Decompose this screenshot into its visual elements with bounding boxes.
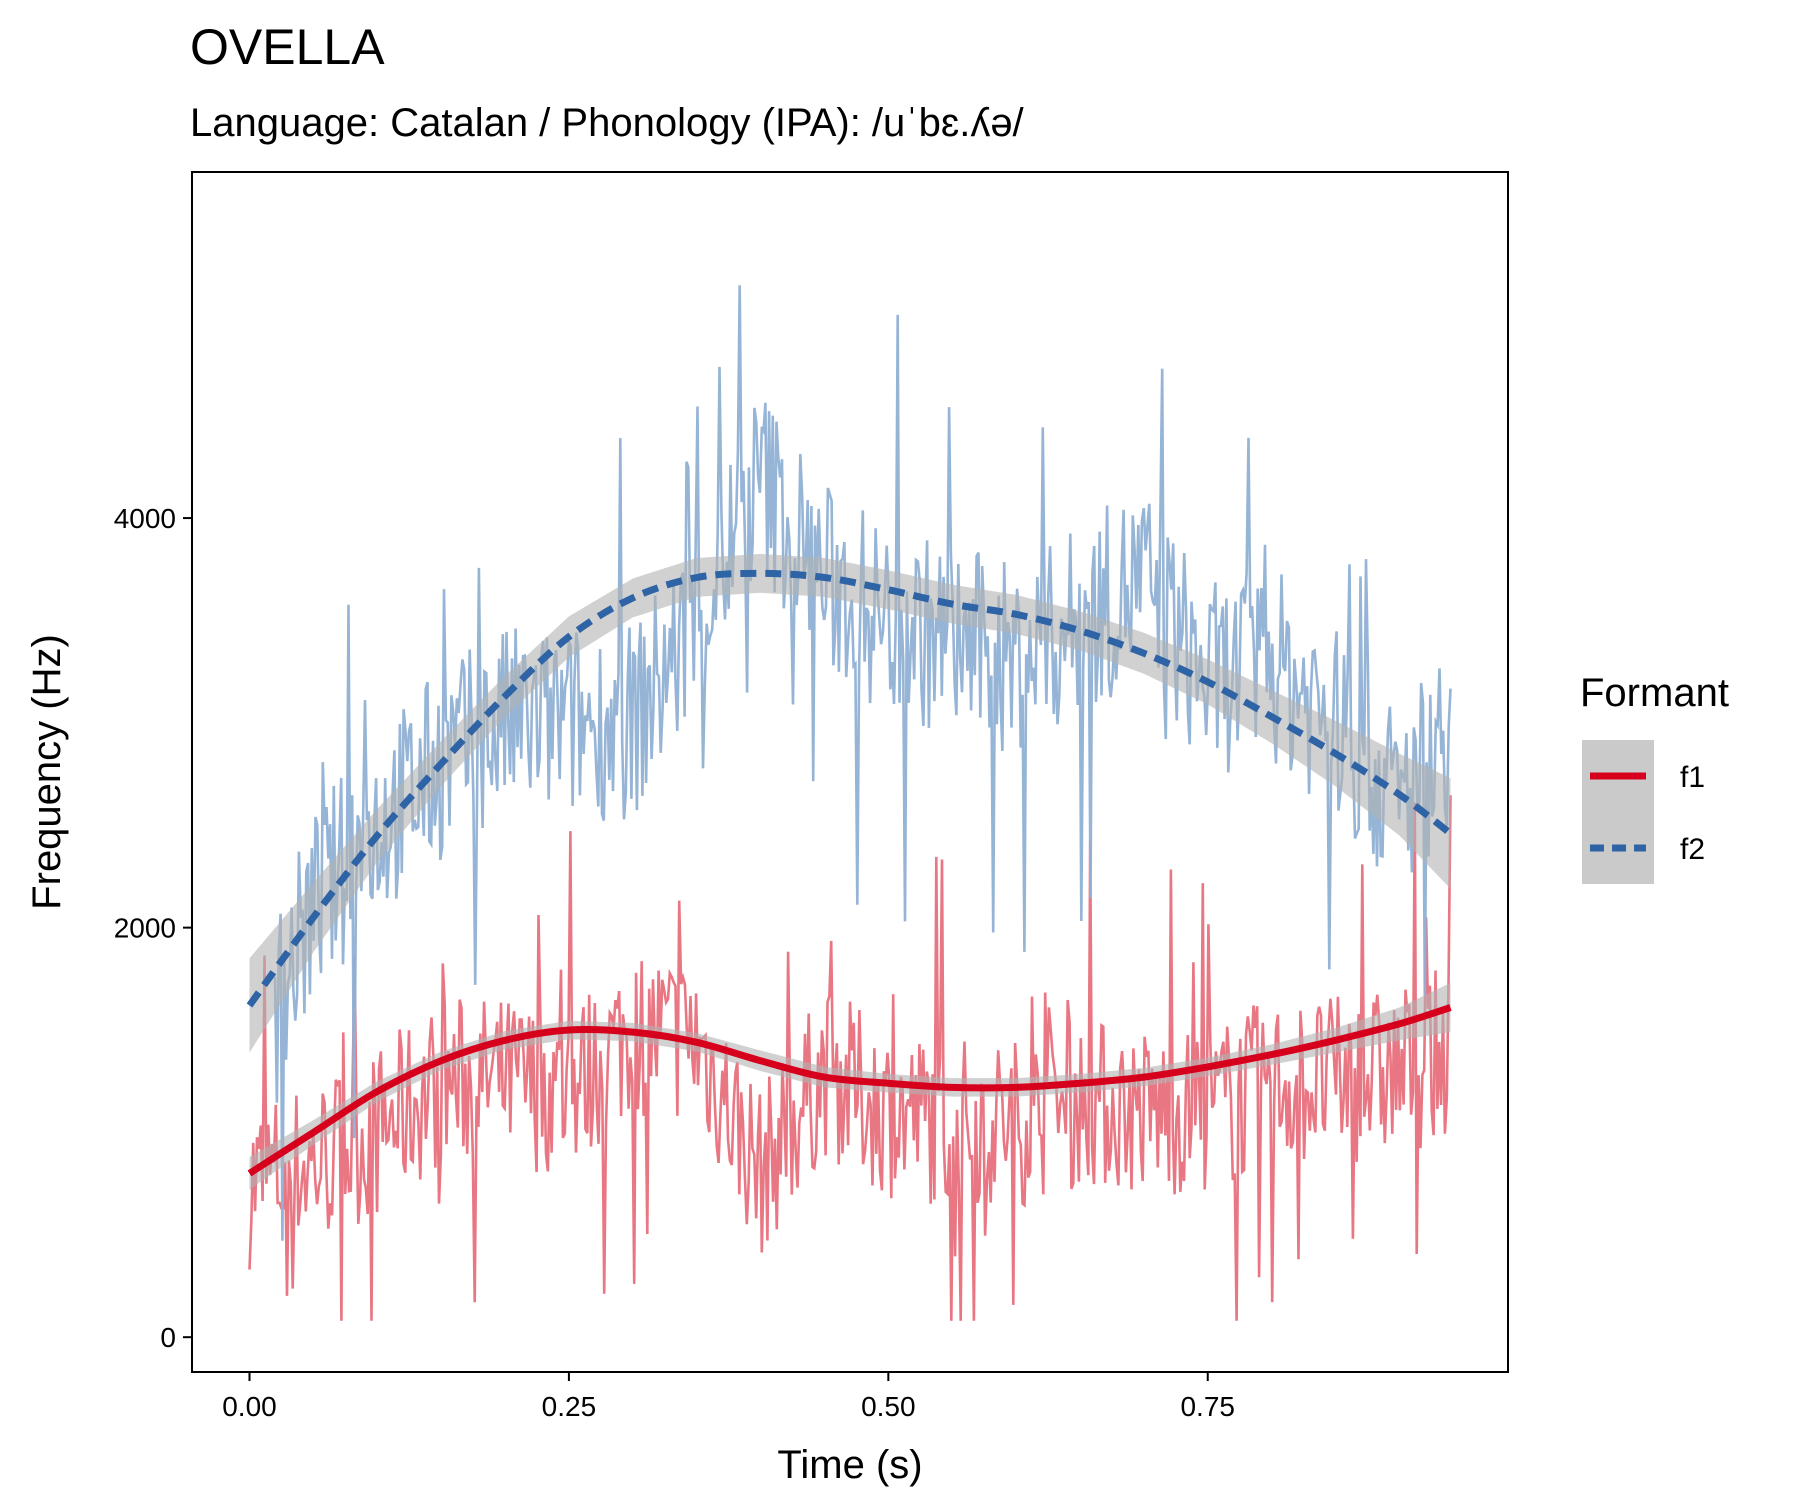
x-tick-label: 0.25 <box>542 1391 597 1422</box>
raw-track-f1 <box>248 795 1452 1321</box>
smooth-line-f2 <box>246 569 1453 1008</box>
x-tick-label: 0.75 <box>1180 1391 1235 1422</box>
x-axis: 0.00 0.25 0.50 0.75 <box>222 1372 1235 1422</box>
x-axis-title: Time (s) <box>777 1443 922 1487</box>
legend: Formant f1 f2 <box>1580 671 1729 884</box>
legend-label-f1: f1 <box>1680 761 1705 794</box>
y-axis-title: Frequency (Hz) <box>25 634 69 910</box>
raw-track-f2 <box>273 285 1452 1241</box>
x-tick-label: 0.50 <box>861 1391 916 1422</box>
smooth-line-f1 <box>247 1004 1452 1177</box>
y-tick-label: 2000 <box>114 913 176 944</box>
chart-title: OVELLA <box>190 19 385 75</box>
plot-panel-border <box>191 171 1509 1373</box>
smooth-curves <box>246 569 1453 1177</box>
y-tick-label: 4000 <box>114 503 176 534</box>
chart-subtitle: Language: Catalan / Phonology (IPA): /uˈ… <box>190 101 1025 145</box>
legend-title: Formant <box>1580 671 1729 715</box>
legend-label-f2: f2 <box>1680 833 1705 866</box>
raw-tracks <box>248 285 1452 1321</box>
y-tick-label: 0 <box>160 1322 176 1353</box>
x-tick-label: 0.00 <box>222 1391 277 1422</box>
y-axis: 0 2000 4000 <box>114 503 192 1353</box>
